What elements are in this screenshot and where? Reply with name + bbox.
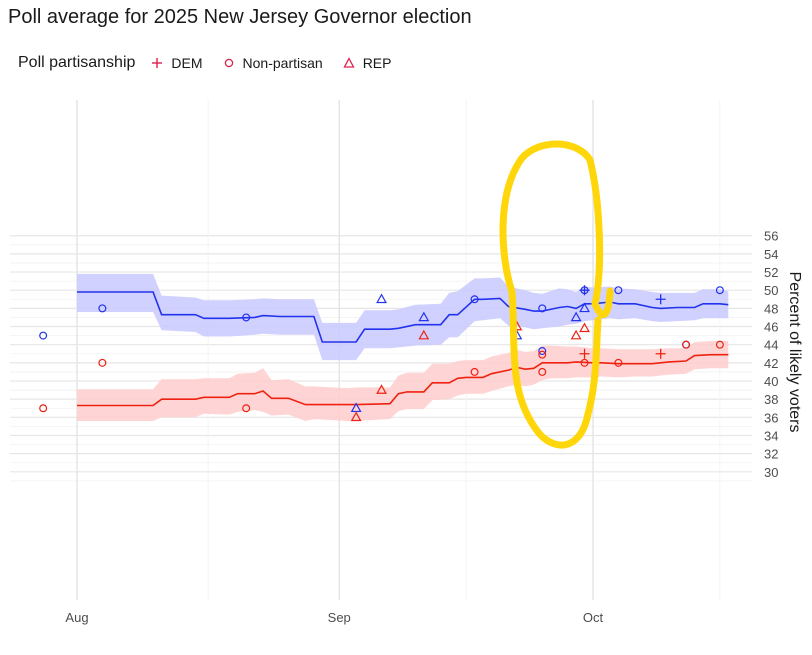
x-axis: Aug Sep Oct — [65, 610, 603, 625]
rep-poll-point — [418, 329, 430, 340]
rep-poll-point — [614, 358, 623, 367]
dem-poll-point — [39, 331, 48, 340]
dem-poll-point — [98, 304, 107, 313]
dem-poll-point — [470, 295, 479, 304]
dem-poll-point — [538, 304, 547, 313]
dem-poll-point — [614, 286, 623, 295]
x-tick-label: Oct — [583, 610, 604, 625]
y-tick-label: 56 — [764, 229, 778, 244]
legend-label-nonpartisan: Non-partisan — [242, 55, 323, 71]
y-tick-label: 50 — [764, 283, 778, 298]
x-tick-label: Sep — [328, 610, 351, 625]
rep-confidence-band — [77, 341, 729, 421]
dem-average-line — [77, 291, 729, 343]
rep-poll-point — [98, 358, 107, 367]
y-tick-label: 54 — [764, 247, 778, 262]
y-tick-label: 48 — [764, 301, 778, 316]
rep-poll-point — [470, 367, 479, 376]
y-tick-label: 42 — [764, 356, 778, 371]
y-axis: 30 32 34 36 38 40 42 44 46 48 50 52 54 56 — [764, 229, 778, 480]
dem-poll-point — [376, 293, 387, 304]
dem-poll-point — [579, 302, 590, 313]
rep-poll-point — [579, 348, 590, 359]
confidence-bands — [77, 273, 729, 421]
rep-poll-point — [376, 384, 387, 394]
legend-label-rep: REP — [362, 55, 392, 71]
chart-title: Poll average for 2025 New Jersey Governo… — [8, 6, 472, 28]
dem-confidence-band — [77, 273, 729, 361]
dem-poll-point — [418, 311, 430, 322]
legend-item-rep: REP — [341, 55, 392, 71]
y-tick-label: 52 — [764, 265, 778, 280]
dem-poll-point — [579, 285, 590, 296]
rep-poll-point — [350, 411, 362, 422]
legend-plus-icon — [152, 58, 163, 68]
y-tick-label: 40 — [764, 374, 778, 389]
legend: Poll partisanship DEM Non-partisan REP — [18, 52, 409, 74]
rep-poll-point — [655, 348, 666, 359]
dem-poll-point — [242, 313, 251, 322]
rep-poll-point — [242, 404, 251, 413]
x-tick-label: Aug — [65, 610, 88, 625]
rep-poll-point — [538, 367, 547, 376]
y-tick-label: 30 — [764, 465, 778, 480]
y-tick-label: 38 — [764, 392, 778, 407]
legend-title: Poll partisanship — [18, 54, 136, 71]
highlight-annotation — [499, 140, 614, 449]
legend-label-dem: DEM — [171, 55, 203, 71]
dem-poll-point — [655, 294, 666, 305]
legend-item-dem: DEM — [149, 55, 203, 71]
y-tick-label: 44 — [764, 338, 778, 353]
rep-poll-point — [538, 350, 547, 359]
dem-poll-point — [715, 286, 724, 295]
y-tick-label: 34 — [764, 428, 778, 443]
dem-poll-point — [570, 311, 582, 322]
legend-item-nonpartisan: Non-partisan — [221, 55, 323, 71]
rep-poll-point — [715, 340, 724, 349]
average-lines — [77, 291, 729, 407]
y-tick-label: 32 — [764, 447, 778, 462]
y-tick-label: 46 — [764, 320, 778, 335]
dem-poll-point — [538, 347, 547, 356]
legend-triangle-icon — [343, 57, 355, 68]
rep-poll-point — [579, 322, 590, 333]
rep-poll-point — [570, 329, 582, 340]
y-axis-label: Percent of likely voters — [786, 272, 803, 433]
legend-circle-icon — [224, 58, 233, 68]
rep-average-line — [77, 353, 729, 407]
rep-poll-point — [39, 404, 48, 413]
y-tick-label: 36 — [764, 410, 778, 425]
rep-poll-point — [682, 340, 691, 349]
dem-poll-point — [350, 402, 362, 413]
poll-points — [39, 285, 724, 422]
rep-poll-point — [580, 358, 589, 367]
